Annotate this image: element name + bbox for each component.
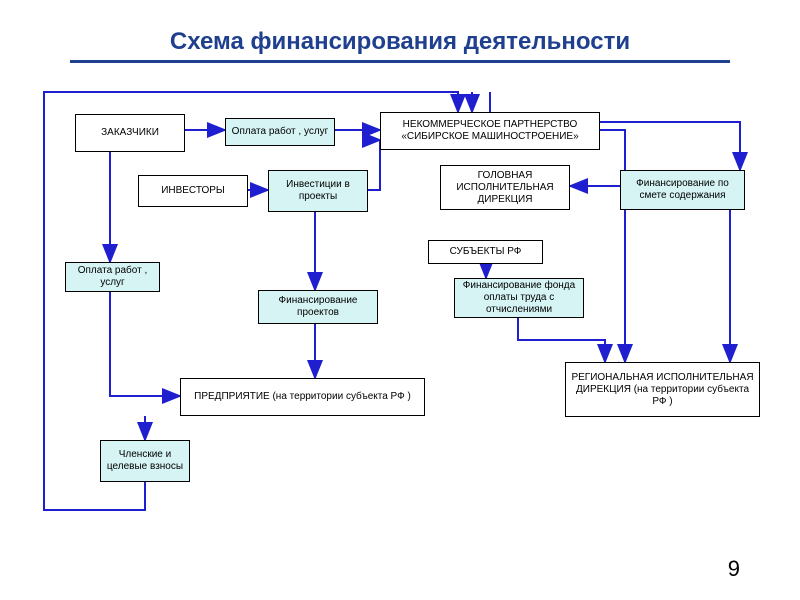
edge-15 (518, 318, 605, 362)
node-pay_services_top: Оплата работ , услуг (225, 118, 335, 146)
page-number: 9 (728, 556, 740, 582)
node-customers: ЗАКАЗЧИКИ (75, 114, 185, 152)
node-partnership: НЕКОММЕРЧЕСКОЕ ПАРТНЕРСТВО «СИБИРСКОЕ МА… (380, 112, 600, 150)
edge-10 (600, 122, 740, 170)
edge-17 (110, 292, 180, 396)
node-subjects: СУБЪЕКТЫ РФ (428, 240, 543, 264)
node-fin_payroll: Финансирование фонда оплаты труда с отчи… (454, 278, 584, 318)
node-fees: Членские и целевые взносы (100, 440, 190, 482)
edge-3 (368, 140, 380, 190)
edges-layer (0, 0, 800, 600)
diagram-title: Схема финансирования деятельности (0, 28, 800, 56)
node-fin_projects: Финансирование проектов (258, 290, 378, 324)
node-fin_estimate: Финансирование по смете содержания (620, 170, 745, 210)
node-regional_dir: РЕГИОНАЛЬНАЯ ИСПОЛНИТЕЛЬНАЯ ДИРЕКЦИЯ (на… (565, 362, 760, 417)
node-investors: ИНВЕСТОРЫ (138, 175, 248, 207)
node-pay_services_left: Оплата работ , услуг (65, 262, 160, 292)
node-investments: Инвестиции в проекты (268, 170, 368, 212)
title-underline (70, 60, 730, 63)
node-head_dir: ГОЛОВНАЯ ИСПОЛНИТЕЛЬНАЯ ДИРЕКЦИЯ (440, 165, 570, 210)
node-enterprise: ПРЕДПРИЯТИЕ (на территории субъекта РФ ) (180, 378, 425, 416)
edge-8 (600, 130, 625, 360)
